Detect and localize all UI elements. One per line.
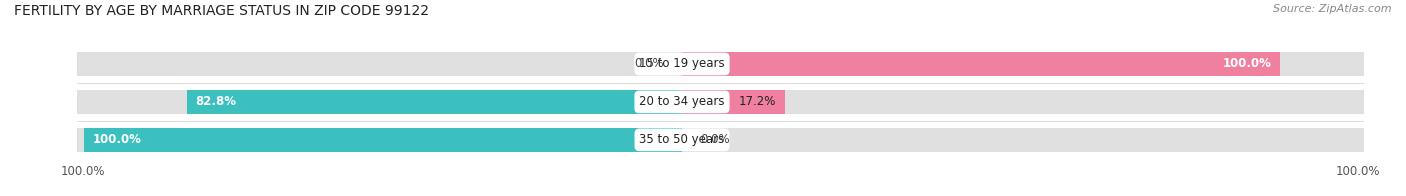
Text: 35 to 50 years: 35 to 50 years <box>640 133 724 146</box>
Bar <box>682 90 785 114</box>
Bar <box>77 52 682 76</box>
Bar <box>187 90 682 114</box>
Text: 100.0%: 100.0% <box>1222 57 1271 71</box>
Text: 15 to 19 years: 15 to 19 years <box>640 57 724 71</box>
Bar <box>682 52 1281 76</box>
Bar <box>83 128 682 152</box>
Text: 17.2%: 17.2% <box>738 95 776 108</box>
Text: 0.0%: 0.0% <box>700 133 730 146</box>
Bar <box>682 90 1364 114</box>
Text: 100.0%: 100.0% <box>93 133 142 146</box>
Bar <box>77 90 682 114</box>
Text: 0.0%: 0.0% <box>634 57 664 71</box>
Bar <box>77 128 682 152</box>
Bar <box>682 128 1364 152</box>
Text: Source: ZipAtlas.com: Source: ZipAtlas.com <box>1274 4 1392 14</box>
Text: 20 to 34 years: 20 to 34 years <box>640 95 724 108</box>
Bar <box>682 52 1364 76</box>
Text: 82.8%: 82.8% <box>195 95 236 108</box>
Text: FERTILITY BY AGE BY MARRIAGE STATUS IN ZIP CODE 99122: FERTILITY BY AGE BY MARRIAGE STATUS IN Z… <box>14 4 429 18</box>
